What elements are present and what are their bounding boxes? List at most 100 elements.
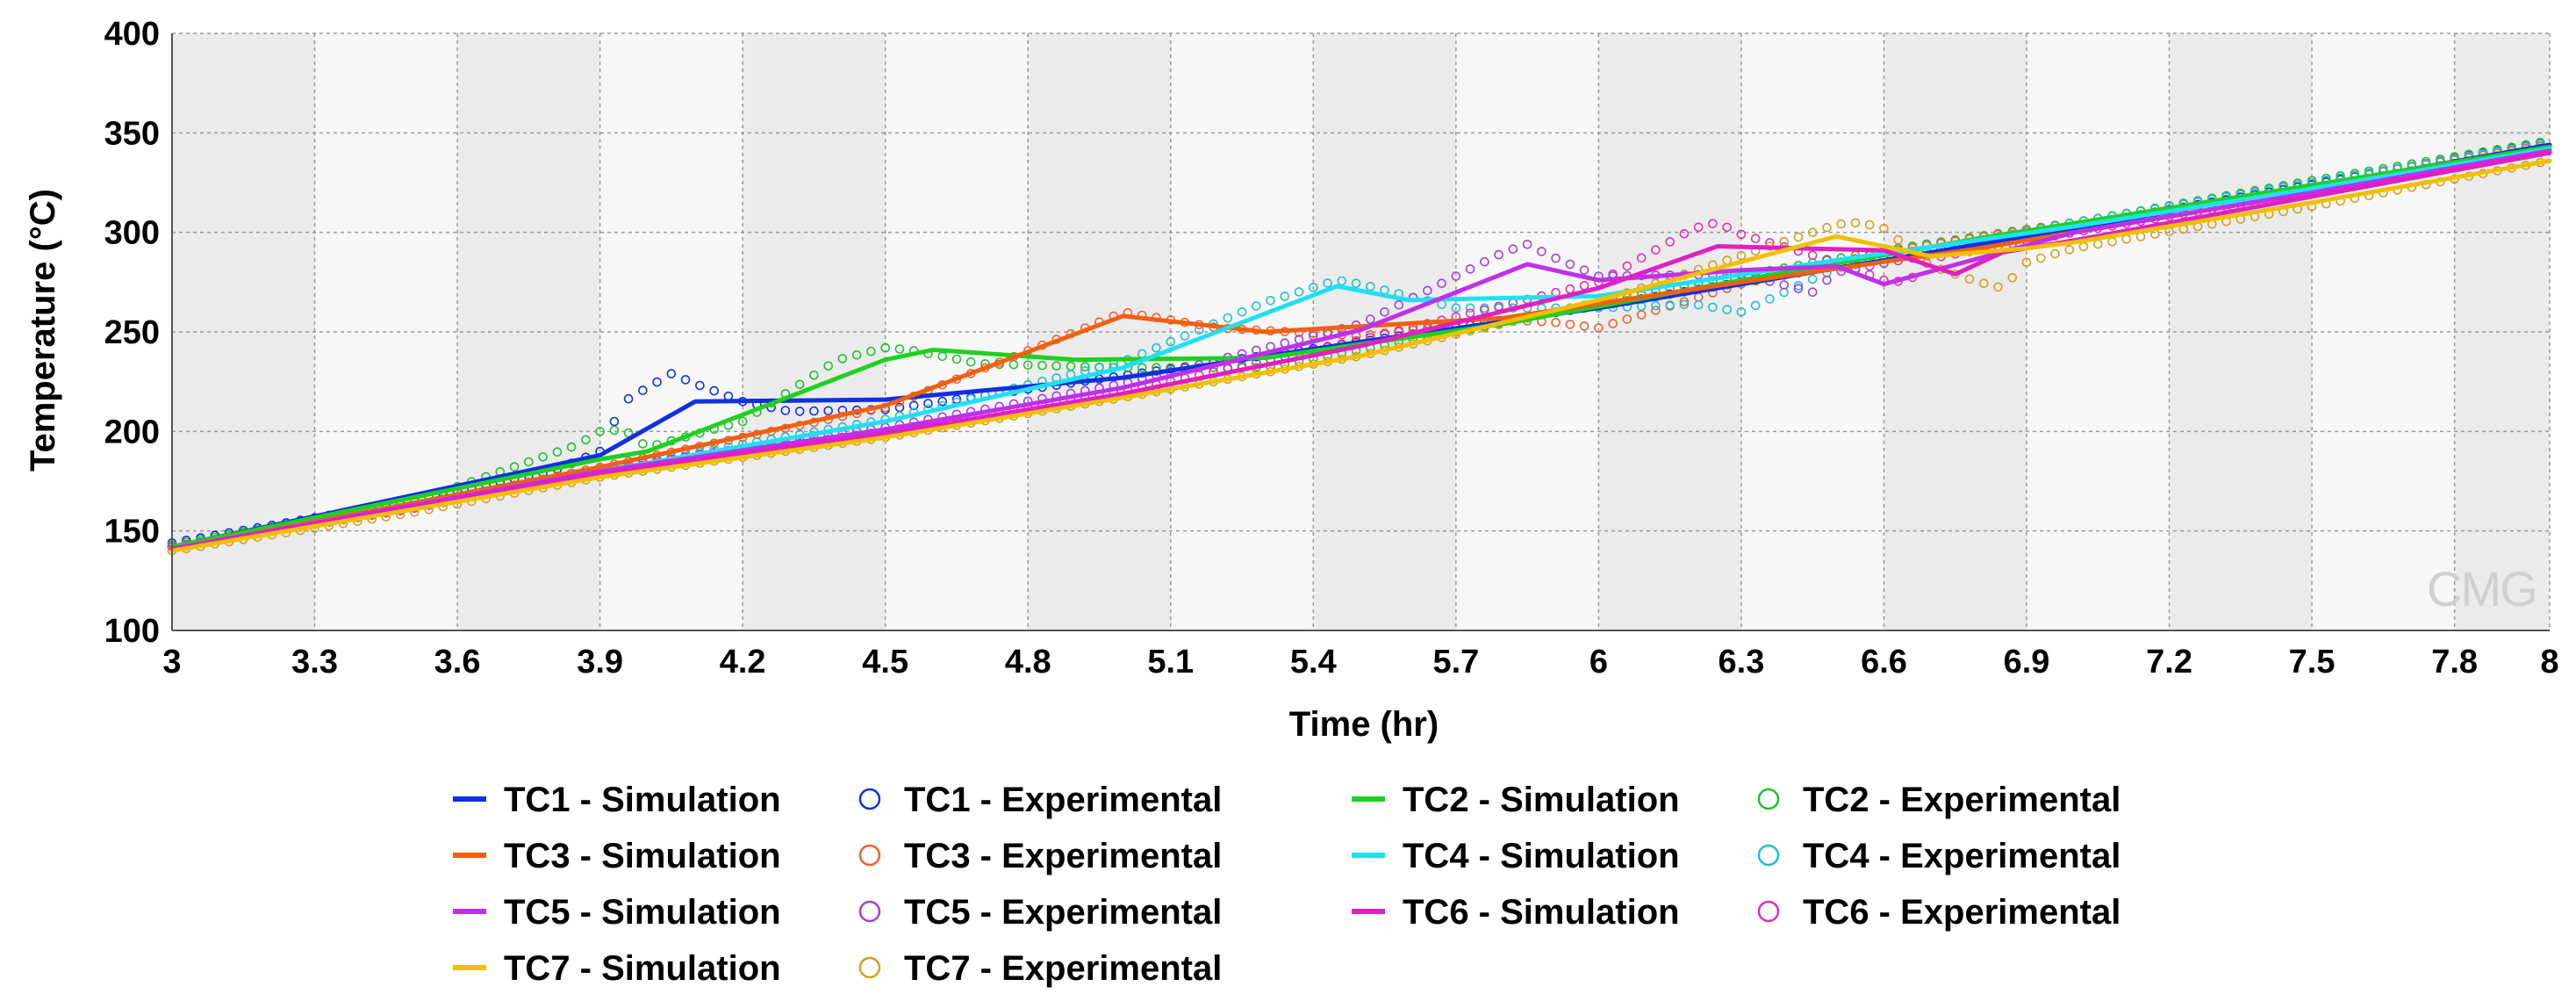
data-point <box>1693 222 1704 233</box>
data-point <box>581 435 591 445</box>
x-tick-label: 8 <box>2540 644 2558 680</box>
data-point <box>1309 283 1318 292</box>
data-point <box>1508 244 1518 255</box>
data-point <box>1565 259 1575 270</box>
legend-marker-swatch <box>1757 788 1780 810</box>
data-point <box>609 416 620 427</box>
x-tick-label: 6.9 <box>2004 644 2050 680</box>
x-tick-label: 7.2 <box>2146 644 2192 680</box>
legend-label: TC6 - Experimental <box>1803 893 2120 932</box>
data-point <box>1779 280 1789 290</box>
data-point <box>1494 249 1503 260</box>
data-point <box>1380 306 1389 317</box>
data-point <box>1736 250 1747 261</box>
legend-label: TC1 - Simulation <box>504 781 781 819</box>
x-tick-label: 3.6 <box>434 644 481 680</box>
legend-label: TC3 - Experimental <box>904 837 1222 875</box>
data-point <box>1822 222 1832 233</box>
data-point <box>1579 265 1589 276</box>
data-point <box>709 385 720 396</box>
data-point <box>1537 247 1546 256</box>
data-point <box>1037 360 1047 371</box>
legend-item-tc2-experimental: TC2 - Experimental <box>1757 781 2120 819</box>
data-point <box>2021 257 2032 268</box>
x-tick-label: 5.7 <box>1432 644 1479 680</box>
data-point <box>1180 331 1190 341</box>
data-point <box>1366 314 1375 324</box>
data-point <box>1793 232 1804 242</box>
data-point <box>1480 256 1489 267</box>
x-tick-label: 4.8 <box>1005 644 1051 680</box>
plot-band <box>885 33 1029 630</box>
data-point <box>623 393 634 404</box>
data-point <box>1822 275 1832 285</box>
data-point <box>1679 299 1690 310</box>
data-point <box>794 407 805 416</box>
legend-label: TC4 - Experimental <box>1803 837 2120 875</box>
series-line <box>169 144 2552 550</box>
data-point <box>737 416 748 427</box>
data-point <box>823 361 834 371</box>
data-point <box>666 369 677 378</box>
y-tick-label: 400 <box>104 16 160 53</box>
data-point <box>1451 271 1461 281</box>
legend-marker-swatch <box>1757 844 1780 867</box>
plot-band <box>457 33 600 630</box>
tick-labels: 3 3.3 3.6 3.9 4.2 4.5 4.8 5.1 5.4 5.7 6 6.3 6.6 6.9 7.… <box>104 16 2559 680</box>
data-point <box>1522 239 1532 249</box>
data-point <box>809 370 819 380</box>
data-point <box>1252 301 1261 311</box>
legend-item-tc4-experimental: TC4 - Experimental <box>1757 837 2120 875</box>
axes <box>171 33 2550 631</box>
data-point <box>1622 314 1632 324</box>
data-point <box>2036 253 2046 263</box>
x-tick-label: 6.3 <box>1719 644 1765 680</box>
legend-item-tc7-simulation: TC7 - Simulation <box>453 949 781 988</box>
data-point <box>880 342 891 353</box>
data-point <box>1394 299 1404 310</box>
data-point <box>1793 281 1804 291</box>
data-point <box>894 344 905 354</box>
data-point <box>538 451 548 462</box>
data-point <box>2064 245 2075 255</box>
data-point <box>1736 306 1747 317</box>
data-point <box>794 379 805 390</box>
data-point <box>1651 306 1661 315</box>
series-tc5-simulation <box>169 148 2552 551</box>
legend-label: TC2 - Simulation <box>1403 781 1680 819</box>
legend-label: TC4 - Simulation <box>1403 837 1680 875</box>
legend: TC1 - Simulation TC1 - Experimental TC2 - … <box>453 781 2120 988</box>
data-point <box>1765 294 1775 304</box>
x-tick-label: 3.9 <box>577 644 623 680</box>
data-point <box>1665 300 1675 310</box>
data-point <box>1836 219 1846 229</box>
data-point <box>1651 245 1661 255</box>
x-tick-label: 7.8 <box>2431 644 2478 680</box>
legend-item-tc6-simulation: TC6 - Simulation <box>1352 893 1680 932</box>
data-point <box>1964 274 1975 284</box>
data-point <box>1323 278 1332 288</box>
data-point <box>1280 292 1290 301</box>
legend-label: TC5 - Simulation <box>504 893 781 932</box>
data-point <box>1993 282 2003 292</box>
data-point <box>1622 261 1632 271</box>
legend-marker-swatch <box>858 900 881 923</box>
data-point <box>1437 278 1446 289</box>
x-tick-label: 7.5 <box>2289 644 2336 680</box>
data-point <box>695 380 705 391</box>
data-point <box>1750 300 1761 311</box>
data-point <box>1679 228 1690 239</box>
legend-item-tc3-simulation: TC3 - Simulation <box>453 837 781 875</box>
data-point <box>1594 323 1604 333</box>
data-point <box>823 406 834 416</box>
data-point <box>780 406 791 415</box>
data-point <box>965 356 976 367</box>
data-point <box>2050 248 2060 259</box>
legend-item-tc7-experimental: TC7 - Experimental <box>858 949 1222 988</box>
data-point <box>566 442 577 452</box>
y-tick-label: 200 <box>104 414 160 450</box>
y-tick-label: 350 <box>104 115 160 152</box>
legend-item-tc6-experimental: TC6 - Experimental <box>1757 893 2120 932</box>
data-point <box>2007 272 2018 283</box>
